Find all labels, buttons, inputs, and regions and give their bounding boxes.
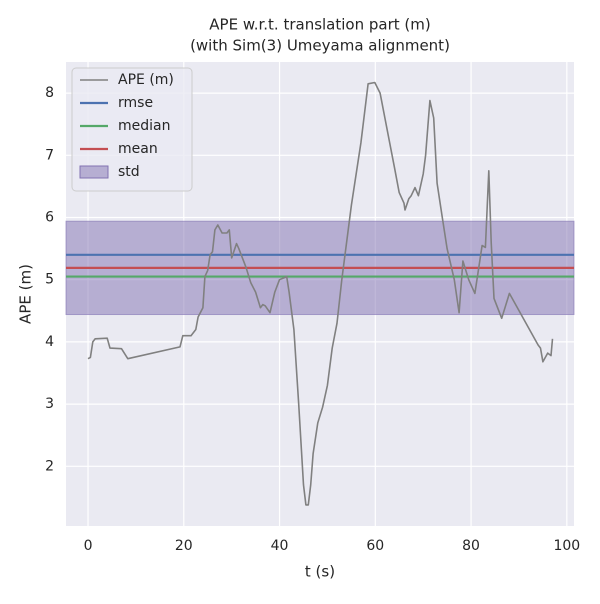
legend-swatch xyxy=(79,165,109,179)
x-axis-label: t (s) xyxy=(305,563,335,581)
x-tick-label: 60 xyxy=(366,538,384,554)
x-tick-label: 40 xyxy=(271,538,289,554)
series-line xyxy=(87,81,554,506)
legend-box xyxy=(71,67,193,192)
y-axis-label: APE (m) xyxy=(17,264,35,324)
chart-subtitle: (with Sim(3) Umeyama alignment) xyxy=(190,37,450,55)
y-tick-label: 7 xyxy=(45,147,54,163)
chart-title: APE w.r.t. translation part (m) xyxy=(209,16,430,34)
x-tick-label: 0 xyxy=(84,538,93,554)
x-tick-label: 80 xyxy=(462,538,480,554)
legend-label: median xyxy=(118,118,170,134)
legend-label: APE (m) xyxy=(118,72,174,88)
x-tick-label: 100 xyxy=(553,538,580,554)
legend-label: std xyxy=(118,164,140,180)
y-tick-label: 3 xyxy=(45,396,54,412)
y-tick-label: 6 xyxy=(45,209,54,225)
legend-label: mean xyxy=(118,141,158,157)
y-tick-label: 8 xyxy=(45,85,54,101)
y-tick-label: 5 xyxy=(45,272,54,288)
y-tick-label: 4 xyxy=(45,334,54,350)
legend-label: rmse xyxy=(118,95,153,111)
y-tick-label: 2 xyxy=(45,458,54,474)
x-tick-label: 20 xyxy=(175,538,193,554)
marks xyxy=(65,81,575,506)
legend: APE (m) rmse median mean std xyxy=(71,67,193,192)
